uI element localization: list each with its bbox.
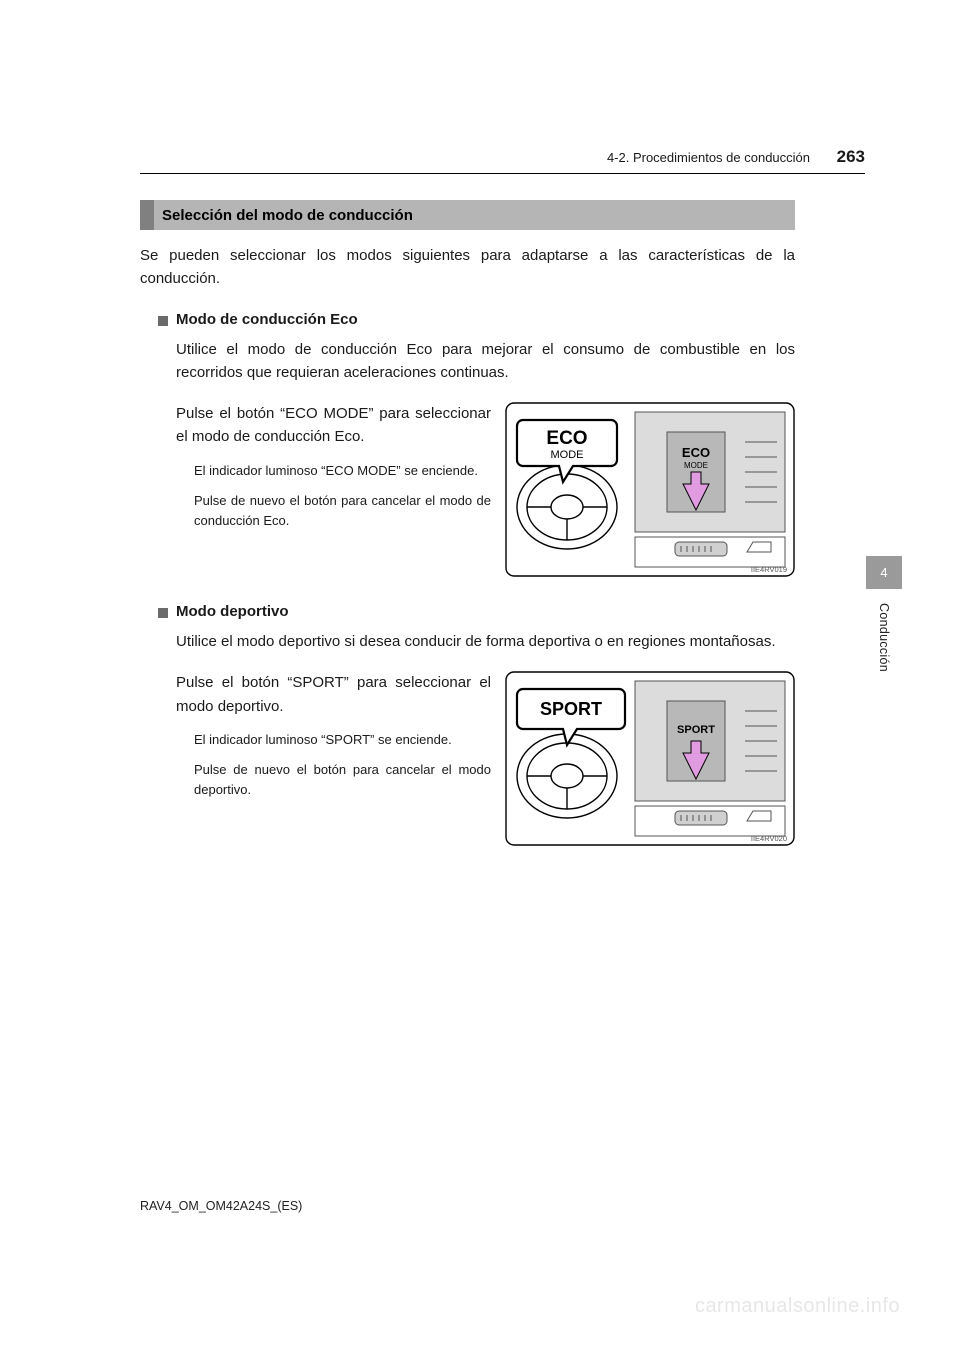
content-area: Selección del modo de conducción Se pued… [140, 200, 795, 872]
sport-description: Utilice el modo deportivo si desea condu… [140, 630, 795, 653]
sport-callout-main: SPORT [540, 699, 602, 719]
eco-description: Utilice el modo de conducción Eco para m… [140, 338, 795, 385]
page-header: 4-2. Procedimientos de conducción 263 [140, 150, 865, 170]
sport-note-2: Pulse de nuevo el botón para cancelar el… [176, 760, 491, 800]
sport-figure: SPORT SPORT IIE4RV020 [505, 671, 795, 846]
eco-text-column: Pulse el botón “ECO MODE” para seleccion… [176, 402, 491, 577]
eco-instruction: Pulse el botón “ECO MODE” para seleccion… [176, 402, 491, 449]
sport-badge-main: SPORT [677, 724, 715, 736]
sport-row: Pulse el botón “SPORT” para seleccionar … [140, 671, 795, 846]
page-number: 263 [837, 147, 865, 167]
breadcrumb: 4-2. Procedimientos de conducción [607, 150, 810, 165]
section-title: Selección del modo de conducción [154, 200, 795, 230]
eco-badge-main: ECO [682, 445, 710, 460]
subheading-sport-label: Modo deportivo [176, 603, 289, 620]
sport-text-column: Pulse el botón “SPORT” para seleccionar … [176, 671, 491, 846]
square-bullet-icon [158, 316, 168, 326]
eco-figure-code: IIE4RV019 [751, 565, 787, 574]
sport-note-1: El indicador luminoso “SPORT” se enciend… [176, 730, 491, 750]
eco-callout-sub: MODE [551, 449, 584, 461]
chapter-side-tab: 4 Conducción [866, 556, 902, 686]
eco-figure: ECO MODE ECO MODE [505, 402, 795, 577]
section-intro: Se pueden seleccionar los modos siguient… [140, 244, 795, 291]
document-id-footer: RAV4_OM_OM42A24S_(ES) [140, 1199, 302, 1213]
section-accent [140, 200, 154, 230]
chapter-label: Conducción [866, 589, 902, 686]
subheading-sport: Modo deportivo [140, 603, 795, 620]
eco-note-1: El indicador luminoso “ECO MODE” se enci… [176, 461, 491, 481]
square-bullet-icon [158, 608, 168, 618]
eco-note-2: Pulse de nuevo el botón para cancelar el… [176, 491, 491, 531]
sport-figure-code: IIE4RV020 [751, 834, 787, 843]
eco-callout-main: ECO [546, 428, 587, 449]
sport-instruction: Pulse el botón “SPORT” para seleccionar … [176, 671, 491, 718]
eco-row: Pulse el botón “ECO MODE” para seleccion… [140, 402, 795, 577]
section-heading-bar: Selección del modo de conducción [140, 200, 795, 230]
page: 4-2. Procedimientos de conducción 263 Se… [0, 0, 960, 1358]
subheading-eco-label: Modo de conducción Eco [176, 311, 358, 328]
header-rule [140, 173, 865, 174]
eco-badge-sub: MODE [684, 461, 708, 470]
subheading-eco: Modo de conducción Eco [140, 311, 795, 328]
chapter-number: 4 [866, 556, 902, 589]
watermark: carmanualsonline.info [695, 1295, 900, 1318]
